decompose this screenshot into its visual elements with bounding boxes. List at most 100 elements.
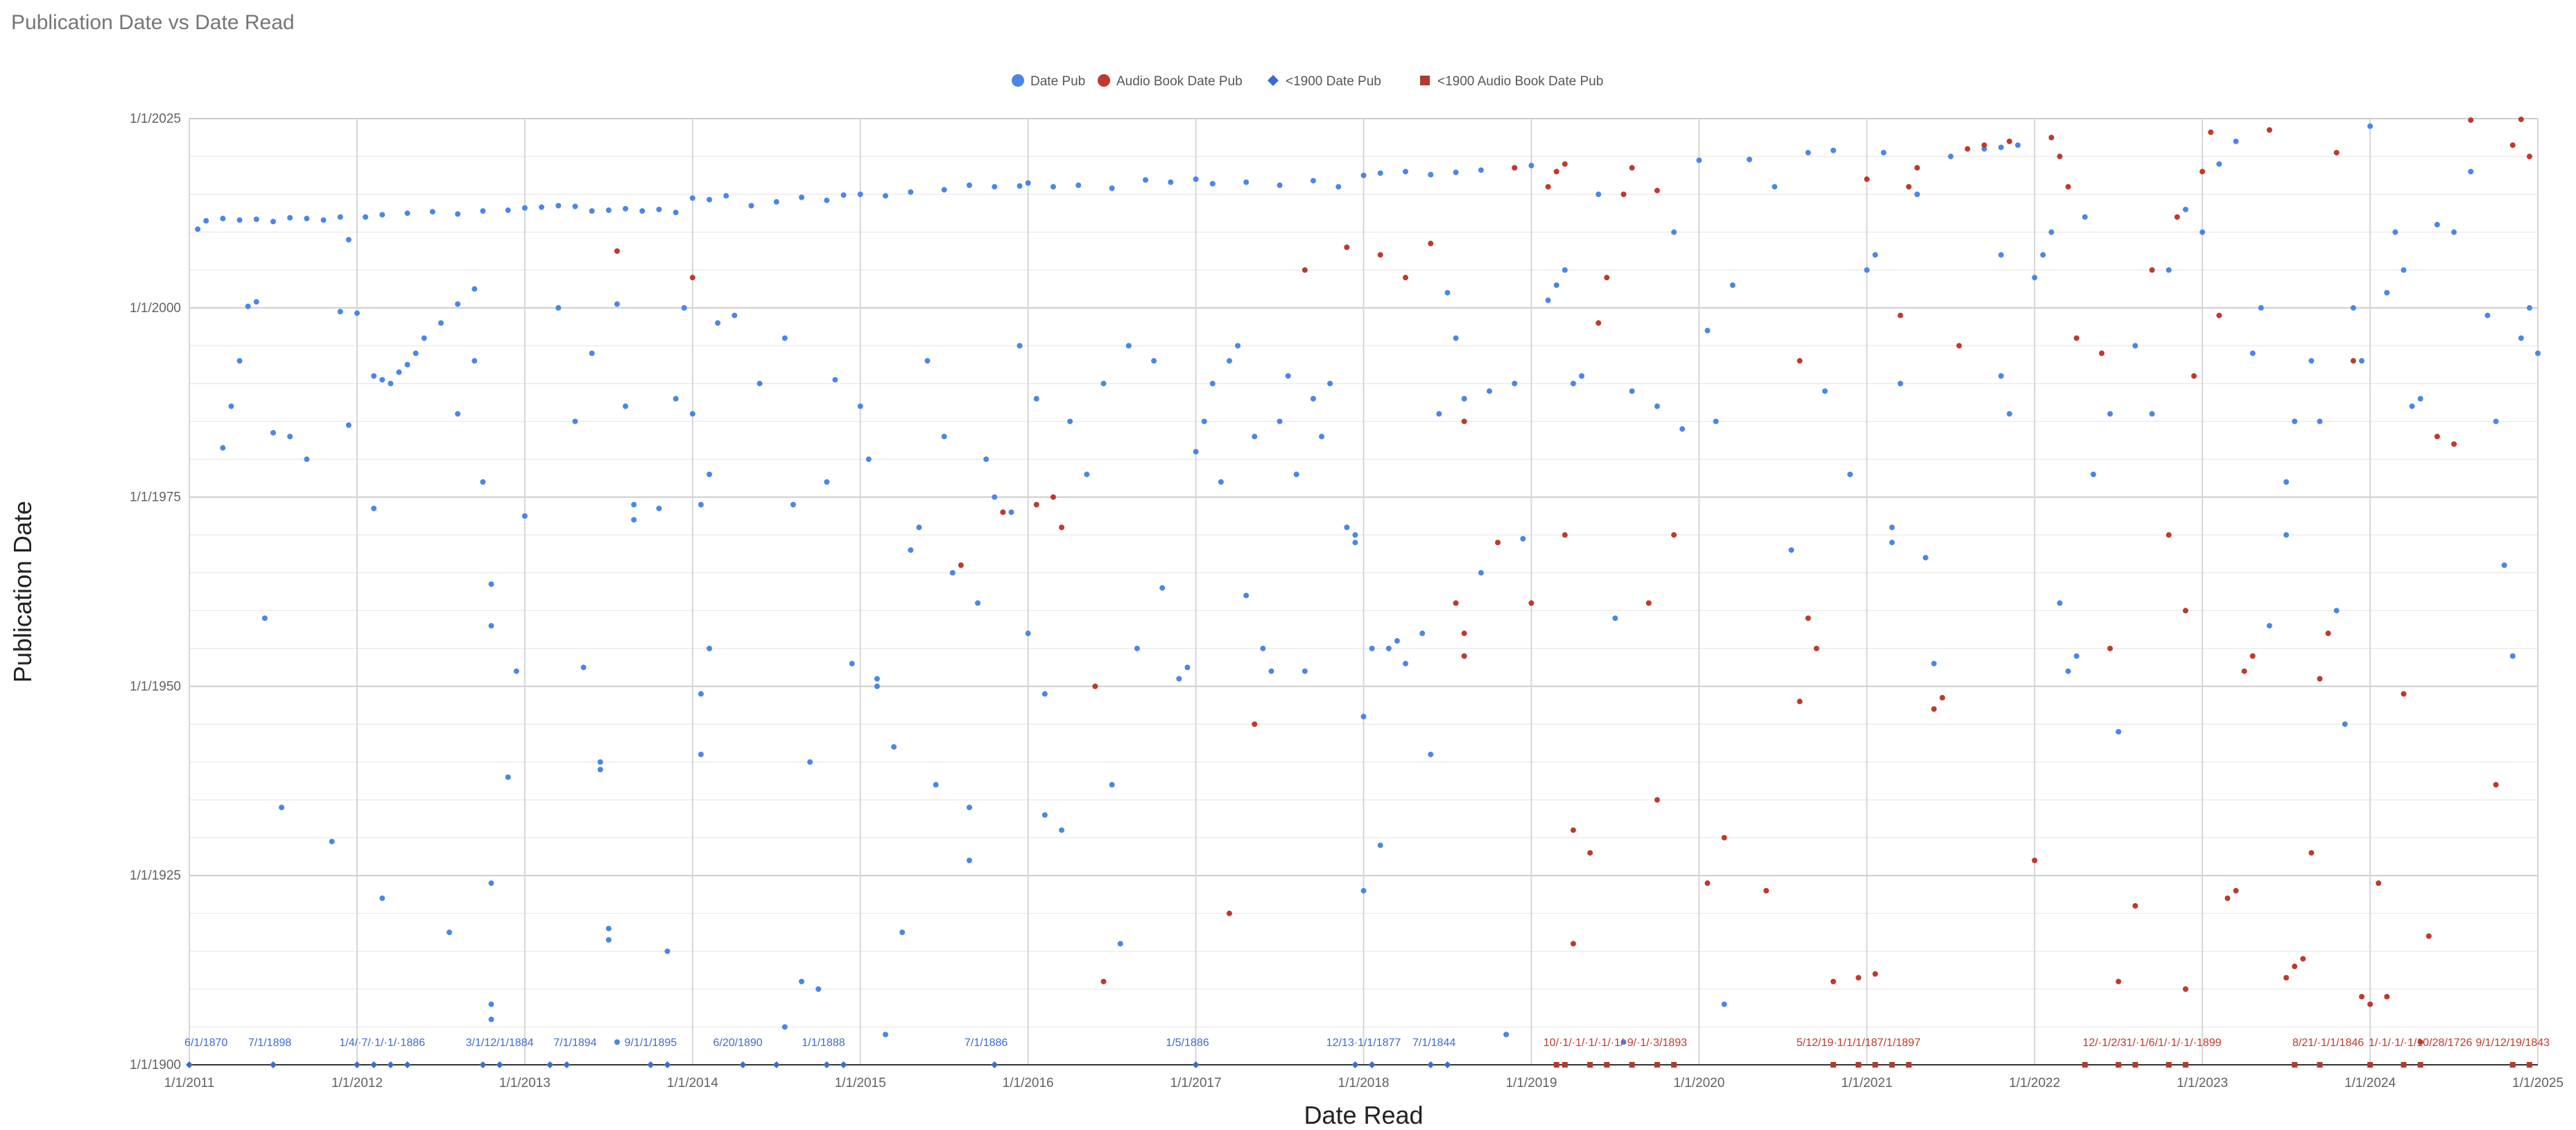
data-point	[429, 209, 435, 215]
data-point	[2116, 978, 2122, 984]
data-point	[1461, 631, 1467, 637]
x-tick-label: 1/1/2015	[835, 1076, 886, 1090]
data-point	[1025, 631, 1031, 637]
data-point	[1704, 327, 1711, 334]
x-axis-title: Date Read	[1304, 1101, 1423, 1129]
data-point	[379, 895, 386, 901]
data-point	[337, 309, 343, 315]
data-point	[689, 195, 695, 201]
data-point	[1008, 509, 1014, 515]
data-point	[1813, 645, 1819, 651]
data-point	[1319, 434, 1325, 440]
data-point	[521, 513, 528, 519]
data-point	[597, 759, 603, 765]
data-point	[1428, 751, 1434, 757]
data-point	[1134, 645, 1140, 651]
data-point	[2526, 153, 2532, 160]
data-point	[1528, 162, 1535, 169]
data-point	[1721, 1001, 1727, 1007]
data-point	[1461, 395, 1467, 402]
data-point	[2241, 668, 2247, 674]
data-point-diamond	[823, 1061, 831, 1068]
data-point-square	[1654, 1062, 1660, 1068]
legend-marker	[1012, 74, 1024, 87]
point-annotation: 7/1/1898	[248, 1037, 291, 1049]
data-point	[2317, 418, 2323, 425]
point-annotation: 1/·1/·1/·1/10/28/1726	[2369, 1037, 2473, 1049]
data-point	[1352, 532, 1358, 538]
data-point	[992, 184, 998, 190]
data-point	[413, 350, 419, 357]
data-point	[1805, 615, 1811, 622]
data-point	[1268, 668, 1274, 674]
data-point	[891, 744, 897, 750]
data-point	[824, 197, 830, 203]
data-point	[1948, 153, 1954, 160]
data-point	[1797, 358, 1803, 364]
data-point	[1084, 471, 1090, 477]
data-point	[1897, 380, 1903, 386]
data-point	[1327, 380, 1333, 386]
data-point	[1344, 244, 1350, 250]
data-point-square	[2116, 1062, 2122, 1068]
data-point	[1360, 172, 1367, 178]
data-point	[2182, 986, 2188, 992]
data-point	[337, 214, 343, 220]
data-point	[1033, 395, 1039, 402]
data-point	[1285, 373, 1291, 379]
data-point	[1252, 721, 1258, 727]
data-point	[388, 380, 394, 386]
data-point	[1017, 343, 1023, 349]
data-point	[2233, 888, 2239, 894]
data-point-square	[2401, 1062, 2407, 1068]
data-point	[455, 211, 461, 217]
data-point-diamond	[840, 1061, 847, 1068]
data-point	[2535, 350, 2541, 357]
data-point	[2166, 267, 2172, 273]
data-point	[2333, 150, 2340, 156]
data-point	[2426, 933, 2432, 939]
y-axis-title: Publication Date	[8, 501, 37, 683]
data-point	[1344, 524, 1350, 531]
data-point	[2392, 229, 2398, 235]
data-point	[505, 774, 511, 780]
data-point	[1402, 275, 1408, 281]
data-point	[2283, 532, 2290, 538]
data-point	[673, 395, 679, 402]
data-point-diamond	[1368, 1061, 1376, 1068]
point-annotation: 10/·1/·1/·1/·1/·1/·9/·1/·3/1893	[1544, 1037, 1687, 1049]
data-point-square	[1562, 1062, 1568, 1068]
data-point	[1512, 380, 1518, 386]
data-point	[958, 562, 964, 568]
data-point	[1243, 179, 1250, 185]
data-point	[379, 212, 386, 218]
data-point	[2015, 142, 2021, 148]
data-point	[2073, 335, 2080, 341]
data-point	[1310, 178, 1316, 184]
data-point	[1017, 183, 1023, 189]
data-point	[2292, 964, 2298, 970]
data-point	[1654, 797, 1660, 803]
data-point	[1612, 615, 1618, 622]
data-point	[1797, 699, 1803, 705]
point-annotation: 7/1/1894	[553, 1037, 596, 1049]
data-point-diamond	[647, 1061, 655, 1068]
data-point	[790, 502, 796, 508]
data-point-square	[2317, 1062, 2323, 1068]
data-point	[689, 275, 695, 281]
data-point	[1964, 146, 1971, 152]
data-point	[656, 206, 662, 212]
data-point	[2417, 1039, 2423, 1045]
data-point	[2182, 608, 2188, 614]
data-point-square	[1856, 1062, 1862, 1068]
data-point	[1226, 910, 1232, 916]
data-point-square	[1872, 1062, 1878, 1068]
data-point-diamond	[1444, 1061, 1451, 1068]
data-point-square	[2509, 1062, 2516, 1068]
data-point	[1478, 570, 1484, 576]
data-point-square	[2292, 1062, 2298, 1068]
point-annotation: 9/1/1/1895	[624, 1037, 677, 1049]
data-point	[2233, 138, 2239, 144]
data-point	[1914, 164, 1920, 171]
data-point	[2032, 275, 2038, 281]
